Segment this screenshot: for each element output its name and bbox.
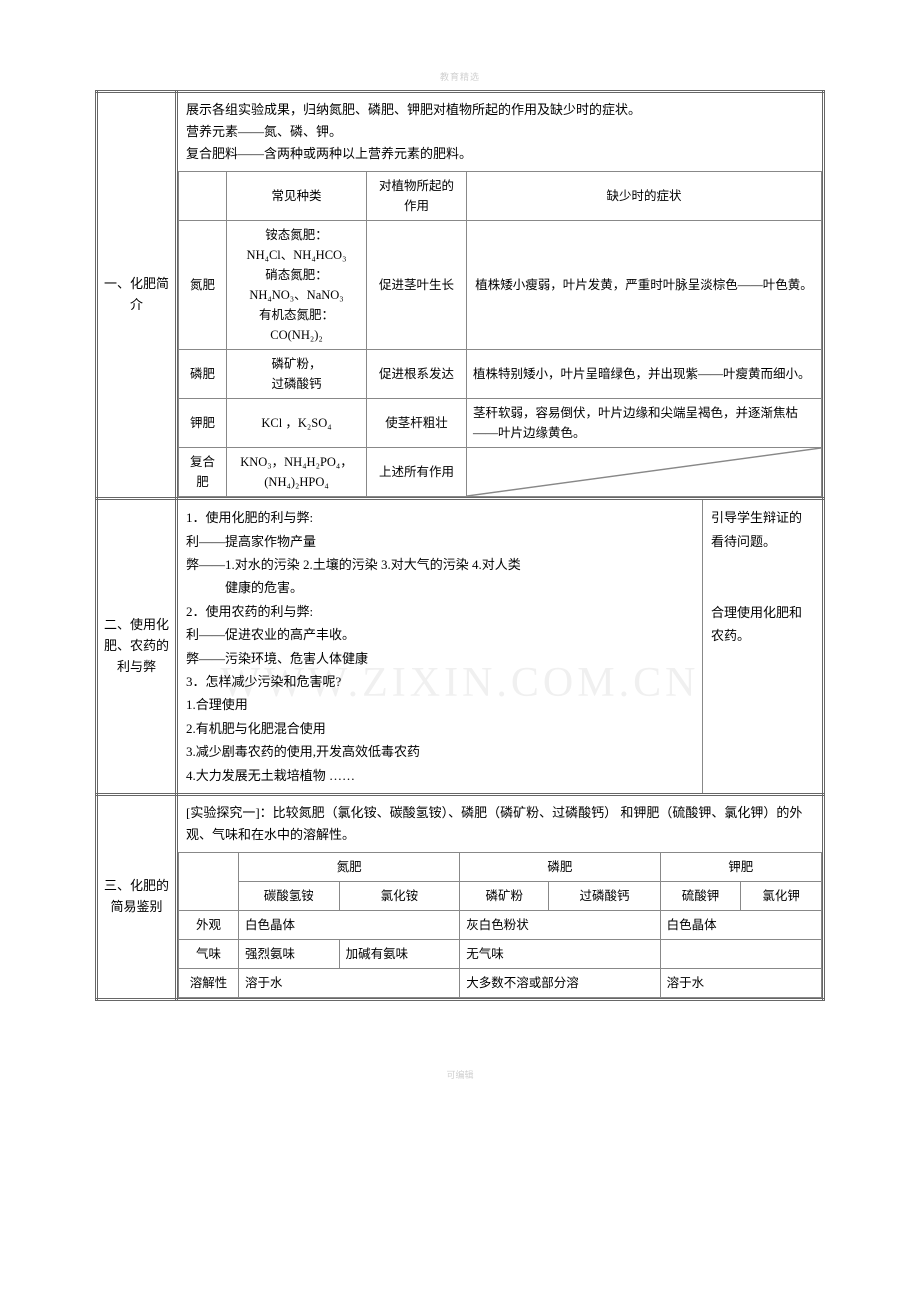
id-potassium-header: 钾肥 [660, 853, 821, 882]
solubility-phosphorus: 大多数不溶或部分溶 [460, 969, 660, 998]
nitrogen-types: 铵态氮肥： NH₄Cl、NH₄HCO₃ 硝态氮肥： NH₄NO₃、NaNO₃ 有… [227, 221, 367, 350]
sub-h5: 硫酸钾 [660, 882, 741, 911]
id-phosphorus-header: 磷肥 [460, 853, 660, 882]
s2-note1: 引导学生辩证的看待问题。 [711, 506, 814, 553]
identification-table: 氮肥 磷肥 钾肥 碳酸氢铵 氯化铵 磷矿粉 过磷酸钙 硫酸钾 氯化钾 外观 [178, 852, 822, 998]
compound-deficiency-diagonal [467, 448, 822, 497]
sub-h3: 磷矿粉 [460, 882, 549, 911]
intro-line2: 营养元素——氮、磷、钾。 [186, 121, 814, 143]
s2-line-2: 弊——1.对水的污染 2.土壤的污染 3.对大气的污染 4.对人类 [186, 553, 694, 576]
main-document-table: 一、化肥简介 展示各组实验成果，归纳氮肥、磷肥、钾肥对植物所起的作用及缺少时的症… [95, 90, 825, 1001]
nitrogen-effect: 促进茎叶生长 [367, 221, 467, 350]
section2-title: 二、使用化肥、农药的利与弊 [97, 499, 177, 795]
phosphorus-deficiency: 植株特别矮小，叶片呈暗绿色，并出现紫——叶瘦黄而细小。 [467, 350, 822, 399]
solubility-nitrogen: 溶于水 [239, 969, 460, 998]
s2-line-10: 3.减少剧毒农药的使用,开发高效低毒农药 [186, 740, 694, 763]
appearance-nitrogen: 白色晶体 [239, 911, 460, 940]
appearance-phosphorus: 灰白色粉状 [460, 911, 660, 940]
deficiency-header: 缺少时的症状 [467, 172, 822, 221]
phosphorus-types: 磷矿粉， 过磷酸钙 [227, 350, 367, 399]
s2-line-1: 利——提高家作物产量 [186, 530, 694, 553]
smell-nitrogen2: 加碱有氨味 [339, 940, 460, 969]
sub-h1: 碳酸氢铵 [239, 882, 340, 911]
s2-line-11: 4.大力发展无土栽培植物 …… [186, 764, 694, 787]
id-blank [179, 853, 239, 911]
watermark-top: 教育精选 [440, 70, 480, 84]
s2-line-9: 2.有机肥与化肥混合使用 [186, 717, 694, 740]
s2-line-5: 利——促进农业的高产丰收。 [186, 623, 694, 646]
s2-line-6: 弊——污染环境、危害人体健康 [186, 647, 694, 670]
appearance-potassium: 白色晶体 [660, 911, 821, 940]
nitrogen-label: 氮肥 [179, 221, 227, 350]
sub-h6: 氯化钾 [741, 882, 822, 911]
smell-nitrogen1: 强烈氨味 [239, 940, 340, 969]
phosphorus-effect: 促进根系发达 [367, 350, 467, 399]
fertilizer-types-table: 常见种类 对植物所起的作用 缺少时的症状 氮肥 铵态氮肥： NH₄Cl、NH₄H… [178, 171, 822, 497]
watermark-bottom: 可编辑 [446, 1068, 473, 1082]
smell-potassium [660, 940, 821, 969]
nitrogen-deficiency: 植株矮小瘦弱，叶片发黄，严重时叶脉呈淡棕色——叶色黄。 [467, 221, 822, 350]
effect-header: 对植物所起的作用 [367, 172, 467, 221]
smell-label: 气味 [179, 940, 239, 969]
section1-title: 一、化肥简介 [97, 92, 177, 499]
sub-h4: 过磷酸钙 [549, 882, 660, 911]
compound-types: KNO₃，NH₄H₂PO₄， (NH₄)₂HPO₄ [227, 448, 367, 497]
intro-line1: 展示各组实验成果，归纳氮肥、磷肥、钾肥对植物所起的作用及缺少时的症状。 [186, 99, 814, 121]
s2-line-7: 3．怎样减少污染和危害呢? [186, 670, 694, 693]
section3-title: 三、化肥的简易鉴别 [97, 794, 177, 999]
smell-phosphorus: 无气味 [460, 940, 660, 969]
s2-note2: 合理使用化肥和农药。 [711, 601, 814, 648]
s2-line-3: 健康的危害。 [186, 576, 694, 599]
compound-label: 复合肥 [179, 448, 227, 497]
section1-intro: 展示各组实验成果，归纳氮肥、磷肥、钾肥对植物所起的作用及缺少时的症状。 营养元素… [177, 92, 824, 172]
solubility-label: 溶解性 [179, 969, 239, 998]
s2-line-0: 1．使用化肥的利与弊: [186, 506, 694, 529]
potassium-deficiency: 茎秆软弱，容易倒伏，叶片边缘和尖端呈褐色，并逐渐焦枯 ——叶片边缘黄色。 [467, 399, 822, 448]
phosphorus-label: 磷肥 [179, 350, 227, 399]
types-header: 常见种类 [227, 172, 367, 221]
appearance-label: 外观 [179, 911, 239, 940]
potassium-label: 钾肥 [179, 399, 227, 448]
blank-header [179, 172, 227, 221]
potassium-types: KCl ，K₂SO₄ [227, 399, 367, 448]
s2-line-4: 2．使用农药的利与弊: [186, 600, 694, 623]
potassium-effect: 使茎杆粗壮 [367, 399, 467, 448]
sub-h2: 氯化铵 [339, 882, 460, 911]
section2-content-left: 1．使用化肥的利与弊: 利——提高家作物产量 弊——1.对水的污染 2.土壤的污… [178, 500, 702, 793]
solubility-potassium: 溶于水 [660, 969, 821, 998]
id-nitrogen-header: 氮肥 [239, 853, 460, 882]
intro-line3: 复合肥料——含两种或两种以上营养元素的肥料。 [186, 143, 814, 165]
section3-intro: [实验探究一]：比较氮肥（氯化铵、碳酸氢铵）、磷肥（磷矿粉、过磷酸钙） 和钾肥（… [177, 794, 824, 852]
s2-line-8: 1.合理使用 [186, 693, 694, 716]
compound-effect: 上述所有作用 [367, 448, 467, 497]
section2-content-right: 引导学生辩证的看待问题。 合理使用化肥和农药。 [702, 500, 822, 793]
